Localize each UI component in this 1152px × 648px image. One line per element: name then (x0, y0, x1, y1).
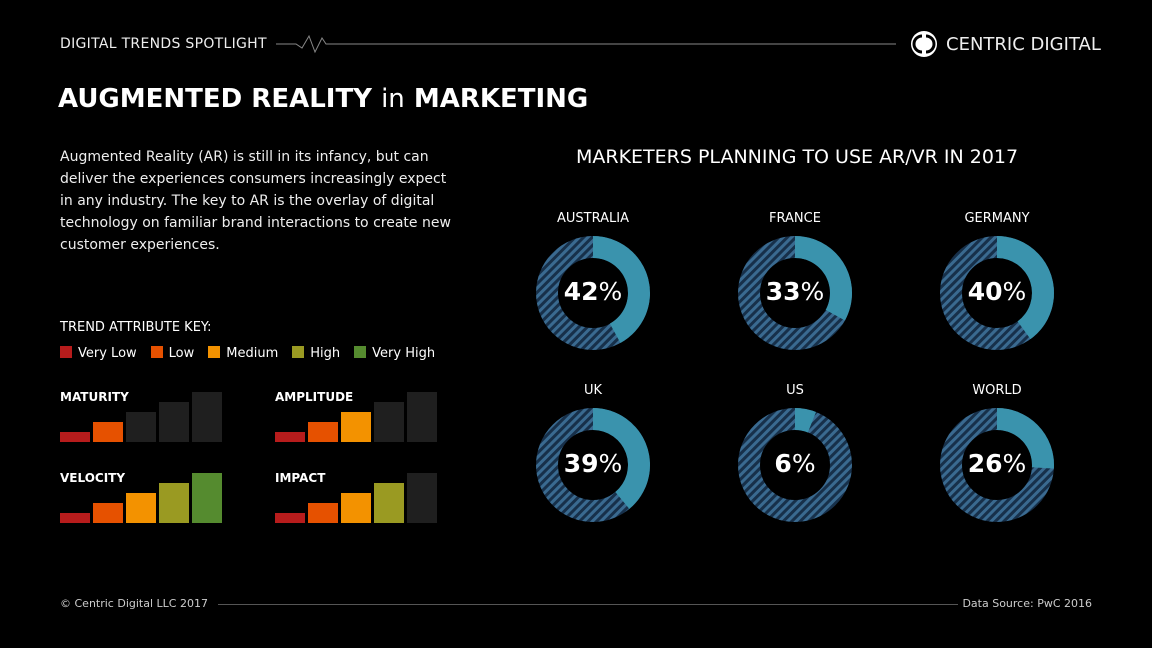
donut-label: UK (583, 383, 603, 398)
attribute-bar (159, 402, 189, 442)
key-item: Very High (354, 346, 435, 361)
attribute-bar (159, 483, 189, 523)
attribute-bar (374, 402, 404, 442)
value-unit: % (1002, 449, 1027, 478)
attribute-bar (60, 432, 90, 442)
attribute-name: IMPACT (275, 471, 326, 485)
brand-name: CENTRIC DIGITAL (946, 33, 1101, 55)
footer-divider (218, 604, 958, 605)
header-pulse-line (276, 34, 896, 54)
donut-label: WORLD (972, 383, 1022, 398)
key-swatch (60, 346, 72, 358)
attribute-bar (308, 503, 338, 523)
donut-value: 39% (533, 449, 653, 478)
data-source: Data Source: PwC 2016 (962, 597, 1092, 610)
attribute-bar (126, 412, 156, 442)
value-number: 6 (774, 449, 792, 478)
donut-label: GERMANY (964, 211, 1030, 226)
attribute-bar (93, 503, 123, 523)
key-label: Medium (226, 346, 279, 361)
attribute-bar (275, 513, 305, 523)
attribute-name: MATURITY (60, 390, 129, 404)
value-number: 39 (563, 449, 599, 478)
trend-key: Very Low Low Medium High Very High (60, 346, 435, 361)
title-part: in (381, 84, 405, 114)
attribute-bar (60, 513, 90, 523)
attribute-bar (341, 412, 371, 442)
value-unit: % (598, 449, 623, 478)
attribute-name: AMPLITUDE (275, 390, 354, 404)
value-unit: % (791, 449, 816, 478)
key-swatch (354, 346, 367, 358)
key-title: TREND ATTRIBUTE KEY: (60, 320, 212, 335)
key-item: Low (150, 346, 195, 361)
brand-logo: CENTRIC DIGITAL (910, 30, 1101, 58)
donut-value: 6% (735, 449, 855, 478)
donut-label: US (786, 383, 804, 398)
key-item: Very Low (60, 346, 137, 361)
title-part: MARKETING (413, 84, 589, 114)
value-number: 42 (563, 277, 599, 306)
page-title: AUGMENTED REALITY in MARKETING (58, 84, 588, 114)
value-unit: % (1002, 277, 1027, 306)
donut-value: 33% (735, 277, 855, 306)
attribute-bar (275, 432, 305, 442)
attribute-bar (192, 392, 222, 442)
donut-value: 40% (937, 277, 1057, 306)
key-swatch (208, 346, 221, 358)
donut-label: AUSTRALIA (557, 211, 629, 226)
value-number: 33 (765, 277, 801, 306)
chart-title: MARKETERS PLANNING TO USE AR/VR IN 2017 (576, 146, 1019, 168)
key-label: Low (168, 346, 195, 361)
attribute-bar (308, 422, 338, 442)
attribute-bar (407, 473, 437, 523)
key-label: High (310, 346, 341, 361)
key-swatch (292, 346, 305, 358)
donut-label: FRANCE (769, 211, 821, 226)
attribute-bar (341, 493, 371, 523)
key-item: Medium (208, 346, 278, 361)
copyright: © Centric Digital LLC 2017 (60, 597, 208, 610)
key-label: Very High (372, 346, 436, 361)
attribute-bar (126, 493, 156, 523)
key-item: High (292, 346, 340, 361)
attribute-name: VELOCITY (60, 471, 126, 485)
key-label: Very Low (78, 346, 137, 361)
donut-value: 26% (937, 449, 1057, 478)
header-label: DIGITAL TRENDS SPOTLIGHT (60, 36, 267, 52)
attribute-bar (192, 473, 222, 523)
key-swatch (150, 346, 163, 358)
value-number: 26 (967, 449, 1003, 478)
centric-logo-icon (911, 31, 937, 57)
value-unit: % (598, 277, 623, 306)
value-unit: % (800, 277, 825, 306)
value-number: 40 (967, 277, 1003, 306)
attribute-bar (93, 422, 123, 442)
attribute-bar (407, 392, 437, 442)
donut-value: 42% (533, 277, 653, 306)
attribute-bar (374, 483, 404, 523)
title-part: AUGMENTED REALITY (58, 84, 373, 114)
intro-text: Augmented Reality (AR) is still in its i… (60, 149, 451, 253)
donut-filled (795, 407, 816, 433)
